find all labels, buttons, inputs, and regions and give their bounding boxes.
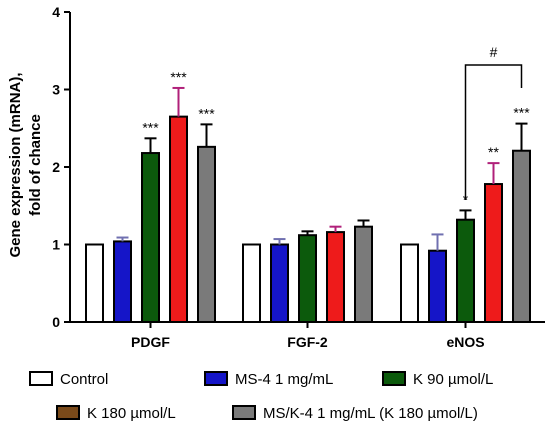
bar (141, 152, 160, 323)
legend-swatch (382, 371, 406, 386)
bar (169, 115, 188, 323)
x-tick-label: PDGF (131, 334, 170, 350)
legend-label: K 90 µmol/L (413, 371, 493, 388)
bar (512, 149, 531, 323)
legend-swatch (29, 371, 53, 386)
y-axis-label-line2: fold of chance (27, 114, 44, 216)
significance-label: *** (513, 105, 530, 121)
legend-label: Control (60, 371, 108, 388)
y-tick-label: 3 (52, 82, 60, 98)
bar (484, 183, 503, 323)
significance-label: *** (170, 69, 187, 85)
significance-label: ** (488, 144, 499, 160)
legend-label: MS-4 1 mg/mL (235, 371, 333, 388)
legend-swatch (232, 405, 256, 420)
bracket-label: # (490, 44, 498, 60)
significance-label: *** (198, 105, 215, 121)
bar (270, 243, 289, 323)
y-tick-label: 0 (52, 314, 60, 330)
legend-swatch (204, 371, 228, 386)
bar (85, 243, 104, 323)
bar (354, 225, 373, 323)
x-tick-label: eNOS (446, 334, 484, 350)
y-tick-label: 2 (52, 159, 60, 175)
legend-label: MS/K-4 1 mg/mL (K 180 µmol/L) (263, 405, 478, 422)
bar (428, 249, 447, 323)
bar (298, 234, 317, 323)
legend: Control MS-4 1 mg/mL K 90 µmol/L K 180 µmol… (29, 371, 493, 422)
bar (326, 231, 345, 324)
y-axis-label-line1: Gene expression (mRNA), (7, 72, 24, 257)
y-tick-label: 4 (52, 4, 60, 20)
bar (456, 218, 475, 323)
y-tick-label: 1 (52, 237, 60, 253)
bar (197, 145, 216, 323)
x-tick-label: FGF-2 (287, 334, 328, 350)
legend-swatch (56, 405, 80, 420)
comparison-bracket (464, 64, 523, 200)
bar (400, 243, 419, 323)
significance-label: *** (142, 119, 159, 135)
bar (242, 243, 261, 323)
bar (113, 240, 132, 323)
legend-label: K 180 µmol/L (87, 405, 176, 422)
